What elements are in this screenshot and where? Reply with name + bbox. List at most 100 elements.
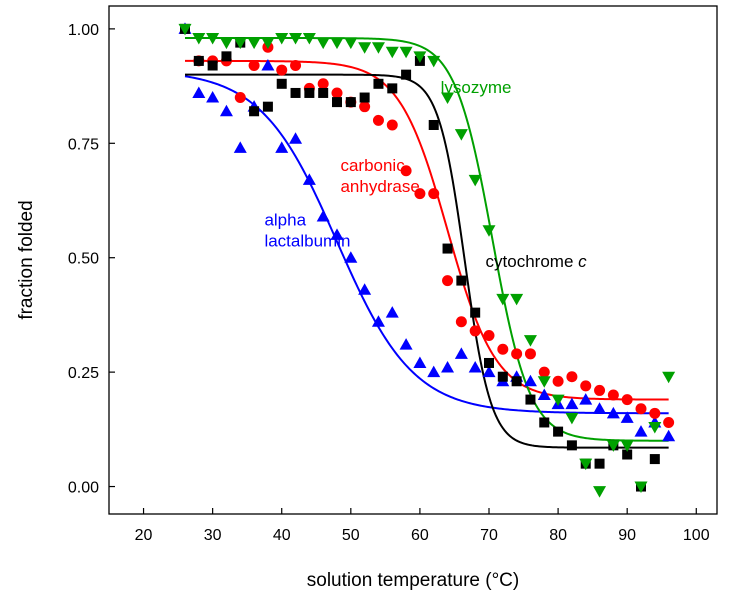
cytochrome-c-point xyxy=(276,78,287,89)
alpha-lactalbumin-fit-line xyxy=(184,75,669,415)
lysozyme-fit-line xyxy=(185,37,669,442)
lysozyme-point xyxy=(247,37,261,50)
lysozyme-point xyxy=(192,33,206,45)
alpha-lactalbumin-point xyxy=(399,338,413,350)
x-tick-label: 30 xyxy=(204,527,222,544)
alpha-lactalbumin-point xyxy=(579,393,593,405)
cytochrome-c-point xyxy=(359,92,370,103)
lysozyme-point xyxy=(316,37,330,50)
lysozyme-point xyxy=(523,335,537,347)
cytochrome-c-point xyxy=(539,417,550,428)
carbonic-anhydrase-point xyxy=(511,348,523,360)
lysozyme-point xyxy=(496,293,510,306)
carbonic-anhydrase-point xyxy=(414,188,426,200)
lysozyme-point xyxy=(634,481,648,494)
lysozyme-point xyxy=(606,440,620,452)
x-tick-label: 50 xyxy=(342,527,360,544)
carbonic-anhydrase-point xyxy=(594,384,606,396)
x-tick-label: 60 xyxy=(411,527,429,544)
lysozyme-point xyxy=(427,55,441,68)
cytochrome-c-point xyxy=(318,87,329,98)
lysozyme-point xyxy=(330,37,344,50)
cytochrome-c-point xyxy=(304,87,315,98)
alpha-lactalbumin-point xyxy=(634,425,648,437)
lysozyme-point xyxy=(399,46,413,59)
lysozyme-point xyxy=(662,371,676,384)
carbonic-anhydrase-point xyxy=(607,389,619,401)
carbonic-anhydrase-point xyxy=(400,165,412,177)
cytochrome-c-point xyxy=(511,376,522,387)
alpha-lactalbumin-point xyxy=(427,365,441,378)
carbonic-anhydrase-point xyxy=(483,330,495,342)
series-label: anhydrase xyxy=(340,177,419,196)
data-markers xyxy=(178,22,676,498)
series-label: alpha xyxy=(264,211,306,230)
carbonic-anhydrase-point xyxy=(649,407,661,419)
cytochrome-c-point xyxy=(290,87,301,98)
alpha-lactalbumin-point xyxy=(593,402,607,414)
cytochrome-c-point xyxy=(262,101,273,112)
cytochrome-c-point xyxy=(249,106,260,117)
alpha-lactalbumin-point xyxy=(620,411,634,423)
lysozyme-point xyxy=(178,23,192,36)
lysozyme-point xyxy=(620,440,634,452)
cytochrome-c-point xyxy=(553,426,564,437)
cytochrome-c-point xyxy=(193,55,204,66)
carbonic-anhydrase-point xyxy=(552,375,564,387)
lysozyme-point xyxy=(275,33,289,45)
y-tick-label: 0.50 xyxy=(68,251,99,268)
series-label: carbonic xyxy=(340,156,405,175)
x-tick-label: 70 xyxy=(480,527,498,544)
alpha-lactalbumin-point xyxy=(344,251,358,263)
carbonic-anhydrase-point xyxy=(359,101,371,113)
y-tick-label: 0.00 xyxy=(68,480,99,497)
lysozyme-point xyxy=(261,37,275,50)
carbonic-anhydrase-point xyxy=(663,416,675,428)
alpha-lactalbumin-point xyxy=(482,365,496,378)
cytochrome-c-point xyxy=(470,307,481,318)
cytochrome-c-point xyxy=(442,243,453,254)
carbonic-anhydrase-point xyxy=(234,92,246,104)
cytochrome-c-fit-line xyxy=(185,73,669,449)
y-tick-label: 0.25 xyxy=(68,365,99,382)
alpha-lactalbumin-point xyxy=(302,173,316,185)
carbonic-anhydrase-point xyxy=(580,380,592,392)
alpha-lactalbumin-point xyxy=(454,347,468,359)
carbonic-anhydrase-point xyxy=(497,343,509,355)
alpha-lactalbumin-point xyxy=(385,306,399,318)
x-tick-label: 20 xyxy=(135,527,153,544)
carbonic-anhydrase-point xyxy=(524,348,536,360)
alpha-lactalbumin-point xyxy=(330,228,344,240)
x-tick-label: 90 xyxy=(618,527,636,544)
lysozyme-point xyxy=(219,37,233,50)
carbonic-anhydrase-point xyxy=(331,87,343,99)
plot-frame xyxy=(108,5,718,515)
alpha-lactalbumin-point xyxy=(565,397,579,410)
lysozyme-point xyxy=(302,33,316,45)
cytochrome-c-point xyxy=(525,394,536,405)
lysozyme-point xyxy=(593,486,607,498)
carbonic-anhydrase-point xyxy=(455,316,467,328)
lysozyme-point xyxy=(648,422,662,434)
lysozyme-point xyxy=(537,376,551,388)
alpha-lactalbumin-point xyxy=(606,406,620,419)
lysozyme-point xyxy=(413,51,427,63)
carbonic-anhydrase-point xyxy=(276,64,288,76)
carbonic-anhydrase-point xyxy=(566,371,578,383)
alpha-lactalbumin-point xyxy=(413,356,427,368)
y-axis: 0.00 0.25 0.50 0.75 1.00 xyxy=(68,22,115,497)
carbonic-anhydrase-point xyxy=(386,119,398,131)
lysozyme-point xyxy=(454,129,468,141)
x-axis: 20 30 40 50 60 70 80 90 100 xyxy=(135,508,710,544)
alpha-lactalbumin-point xyxy=(233,141,247,153)
cytochrome-c-point xyxy=(345,97,356,108)
alpha-lactalbumin-point xyxy=(289,132,303,144)
alpha-lactalbumin-point xyxy=(219,104,233,117)
lysozyme-point xyxy=(371,42,385,54)
lysozyme-point xyxy=(551,394,565,407)
cytochrome-c-point xyxy=(221,51,232,62)
alpha-lactalbumin-point xyxy=(261,58,275,71)
x-tick-label: 100 xyxy=(683,527,710,544)
lysozyme-point xyxy=(289,33,303,45)
lysozyme-point xyxy=(468,174,482,187)
